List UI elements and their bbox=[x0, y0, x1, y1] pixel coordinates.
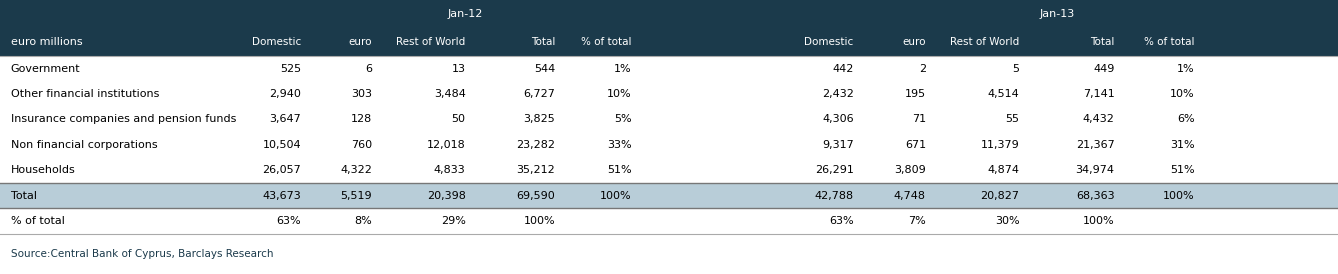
Text: 51%: 51% bbox=[607, 165, 632, 175]
Text: 100%: 100% bbox=[599, 191, 632, 201]
Text: 31%: 31% bbox=[1171, 140, 1195, 150]
Text: 10%: 10% bbox=[607, 89, 632, 99]
Text: Source:Central Bank of Cyprus, Barclays Research: Source:Central Bank of Cyprus, Barclays … bbox=[11, 249, 273, 259]
Text: 50: 50 bbox=[452, 115, 466, 124]
Text: 195: 195 bbox=[904, 89, 926, 99]
Text: 7%: 7% bbox=[909, 216, 926, 226]
Text: 5,519: 5,519 bbox=[340, 191, 372, 201]
Text: 51%: 51% bbox=[1171, 165, 1195, 175]
Bar bbox=[0, 56, 1338, 183]
Text: 3,825: 3,825 bbox=[523, 115, 555, 124]
Text: 9,317: 9,317 bbox=[822, 140, 854, 150]
Text: Domestic: Domestic bbox=[804, 38, 854, 47]
Text: 11,379: 11,379 bbox=[981, 140, 1020, 150]
Text: 5: 5 bbox=[1013, 64, 1020, 73]
Text: 5%: 5% bbox=[614, 115, 632, 124]
Text: 4,748: 4,748 bbox=[894, 191, 926, 201]
Text: 6: 6 bbox=[365, 64, 372, 73]
Text: euro: euro bbox=[902, 38, 926, 47]
Text: 4,432: 4,432 bbox=[1082, 115, 1115, 124]
Text: Other financial institutions: Other financial institutions bbox=[11, 89, 159, 99]
Text: 12,018: 12,018 bbox=[427, 140, 466, 150]
Text: 20,827: 20,827 bbox=[981, 191, 1020, 201]
Text: 68,363: 68,363 bbox=[1076, 191, 1115, 201]
Text: 26,057: 26,057 bbox=[262, 165, 301, 175]
Text: Rest of World: Rest of World bbox=[396, 38, 466, 47]
Text: Total: Total bbox=[11, 191, 36, 201]
Text: 2: 2 bbox=[919, 64, 926, 73]
Text: 55: 55 bbox=[1006, 115, 1020, 124]
Text: Insurance companies and pension funds: Insurance companies and pension funds bbox=[11, 115, 235, 124]
Text: 33%: 33% bbox=[607, 140, 632, 150]
Text: 10%: 10% bbox=[1171, 89, 1195, 99]
Text: 449: 449 bbox=[1093, 64, 1115, 73]
Text: 26,291: 26,291 bbox=[815, 165, 854, 175]
Text: 4,322: 4,322 bbox=[340, 165, 372, 175]
Text: Jan-12: Jan-12 bbox=[448, 9, 483, 19]
Text: 442: 442 bbox=[832, 64, 854, 73]
Text: 43,673: 43,673 bbox=[262, 191, 301, 201]
Text: 10,504: 10,504 bbox=[262, 140, 301, 150]
Text: 2,940: 2,940 bbox=[269, 89, 301, 99]
Text: Total: Total bbox=[531, 38, 555, 47]
Text: 100%: 100% bbox=[1082, 216, 1115, 226]
Text: 34,974: 34,974 bbox=[1076, 165, 1115, 175]
Text: 35,212: 35,212 bbox=[516, 165, 555, 175]
Text: Households: Households bbox=[11, 165, 75, 175]
Text: 1%: 1% bbox=[1177, 64, 1195, 73]
Text: % of total: % of total bbox=[1144, 38, 1195, 47]
Text: 3,809: 3,809 bbox=[894, 165, 926, 175]
Text: 2,432: 2,432 bbox=[822, 89, 854, 99]
Text: 20,398: 20,398 bbox=[427, 191, 466, 201]
Text: Domestic: Domestic bbox=[252, 38, 301, 47]
Text: Total: Total bbox=[1090, 38, 1115, 47]
Text: Government: Government bbox=[11, 64, 80, 73]
Text: 303: 303 bbox=[351, 89, 372, 99]
Text: 4,514: 4,514 bbox=[987, 89, 1020, 99]
Text: 29%: 29% bbox=[440, 216, 466, 226]
Text: 544: 544 bbox=[534, 64, 555, 73]
Bar bbox=[0, 183, 1338, 209]
Text: Jan-13: Jan-13 bbox=[1040, 9, 1074, 19]
Text: 63%: 63% bbox=[830, 216, 854, 226]
Text: 63%: 63% bbox=[277, 216, 301, 226]
Text: 71: 71 bbox=[911, 115, 926, 124]
Text: Non financial corporations: Non financial corporations bbox=[11, 140, 158, 150]
Text: 7,141: 7,141 bbox=[1082, 89, 1115, 99]
Text: 1%: 1% bbox=[614, 64, 632, 73]
Text: 4,874: 4,874 bbox=[987, 165, 1020, 175]
Text: 13: 13 bbox=[452, 64, 466, 73]
Text: 3,647: 3,647 bbox=[269, 115, 301, 124]
Text: % of total: % of total bbox=[11, 216, 64, 226]
Text: 100%: 100% bbox=[1163, 191, 1195, 201]
Text: 4,306: 4,306 bbox=[822, 115, 854, 124]
Text: % of total: % of total bbox=[581, 38, 632, 47]
Bar bbox=[0, 0, 1338, 56]
Text: Rest of World: Rest of World bbox=[950, 38, 1020, 47]
Text: 4,833: 4,833 bbox=[434, 165, 466, 175]
Text: 30%: 30% bbox=[995, 216, 1020, 226]
Text: 6%: 6% bbox=[1177, 115, 1195, 124]
Text: 69,590: 69,590 bbox=[516, 191, 555, 201]
Text: 6,727: 6,727 bbox=[523, 89, 555, 99]
Text: euro millions: euro millions bbox=[11, 38, 83, 47]
Text: 760: 760 bbox=[351, 140, 372, 150]
Text: 671: 671 bbox=[904, 140, 926, 150]
Text: 8%: 8% bbox=[355, 216, 372, 226]
Bar bbox=[0, 209, 1338, 234]
Text: 100%: 100% bbox=[523, 216, 555, 226]
Text: 42,788: 42,788 bbox=[815, 191, 854, 201]
Text: 21,367: 21,367 bbox=[1076, 140, 1115, 150]
Text: 128: 128 bbox=[351, 115, 372, 124]
Text: euro: euro bbox=[348, 38, 372, 47]
Text: 23,282: 23,282 bbox=[516, 140, 555, 150]
Text: 525: 525 bbox=[280, 64, 301, 73]
Text: 3,484: 3,484 bbox=[434, 89, 466, 99]
